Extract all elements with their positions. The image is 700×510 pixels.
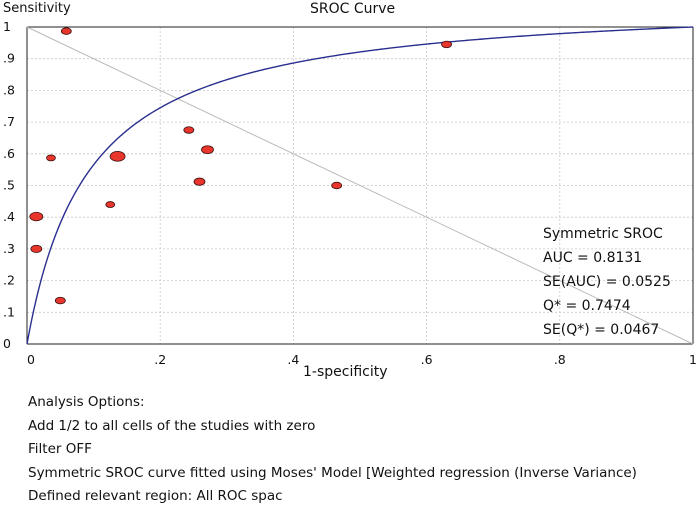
x-tick-label: .8 xyxy=(554,352,566,367)
study-points xyxy=(29,27,452,305)
chance-diagonal xyxy=(26,26,694,345)
se-q-star-value: SE(Q*) = 0.0467 xyxy=(543,322,660,338)
sroc-curve-line xyxy=(26,26,694,345)
auc-value: AUC = 0.8131 xyxy=(543,250,643,266)
q-star-value: Q* = 0.7474 xyxy=(543,298,631,314)
study-point xyxy=(30,244,43,253)
study-point xyxy=(109,150,126,162)
stats-title: Symmetric SROC xyxy=(543,226,663,242)
y-tick-label: .2 xyxy=(3,273,15,288)
y-tick-label: .1 xyxy=(3,304,15,319)
study-point xyxy=(29,211,44,222)
chart-title: SROC Curve xyxy=(310,1,396,17)
tick-labels: 0 .1 .2 .3 .4 .5 .6 .7 .8 .9 1 0 .2 .4 .6 .8 1 xyxy=(3,19,697,367)
x-tick-label: .4 xyxy=(287,352,299,367)
analysis-option-model: Symmetric SROC curve fitted using Moses'… xyxy=(28,464,637,481)
stats-box: Symmetric SROC AUC = 0.8131 SE(AUC) = 0.… xyxy=(543,224,671,344)
y-tick-label: .9 xyxy=(3,51,15,66)
x-tick-label: 1 xyxy=(689,352,697,367)
y-tick-label: .8 xyxy=(3,82,15,97)
analysis-option-region: Defined relevant region: All ROC spac xyxy=(28,488,283,504)
y-tick-label: .3 xyxy=(3,241,15,256)
se-auc-value: SE(AUC) = 0.0525 xyxy=(543,274,671,290)
analysis-option-filter: Filter OFF xyxy=(28,441,92,457)
study-point xyxy=(54,296,66,305)
x-tick-label: .6 xyxy=(421,352,433,367)
y-tick-label: .7 xyxy=(3,114,15,129)
study-point xyxy=(201,145,214,155)
study-point xyxy=(105,201,116,208)
analysis-options: Analysis Options: Add 1/2 to all cells o… xyxy=(28,392,637,510)
x-tick-label: 0 xyxy=(27,352,35,367)
study-point xyxy=(441,40,452,49)
y-axis-label: Sensitivity xyxy=(3,1,71,16)
y-tick-label: 0 xyxy=(3,336,11,351)
study-point xyxy=(183,126,195,134)
y-tick-label: .5 xyxy=(3,178,15,193)
study-point xyxy=(46,154,56,162)
x-tick-label: .2 xyxy=(154,352,166,367)
axes xyxy=(26,26,694,345)
y-tick-label: .4 xyxy=(3,209,15,224)
x-axis-label: 1-specificity xyxy=(303,364,388,380)
study-point xyxy=(60,27,72,35)
study-point xyxy=(193,177,206,186)
study-point xyxy=(331,181,343,190)
y-tick-label: .6 xyxy=(3,146,15,161)
analysis-options-heading: Analysis Options: xyxy=(28,394,145,410)
y-tick-label: 1 xyxy=(3,19,11,34)
sroc-plot: 0 .1 .2 .3 .4 .5 .6 .7 .8 .9 1 0 .2 .4 .6 .8 1 xyxy=(3,19,697,367)
analysis-option-continuity: Add 1/2 to all cells of the studies with… xyxy=(28,417,316,434)
